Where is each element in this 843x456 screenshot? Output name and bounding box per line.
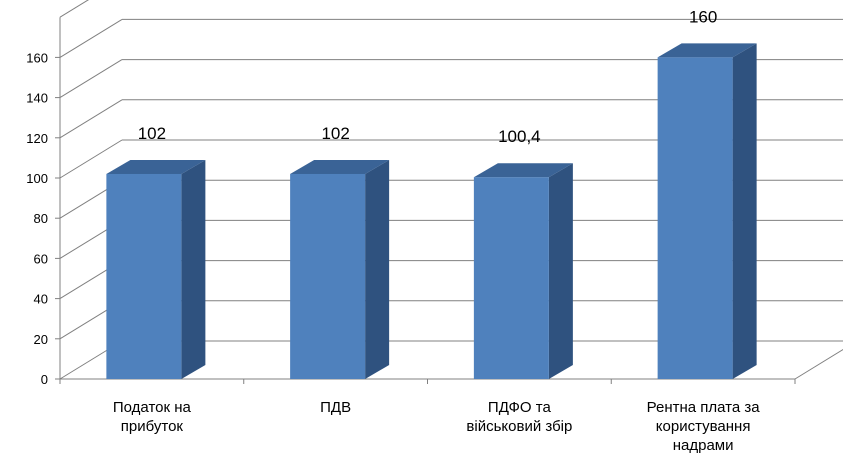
y-tick-label: 0 (41, 372, 48, 387)
x-tick-label: прибуток (121, 418, 184, 435)
data-label: 102 (138, 124, 166, 143)
bar-side (365, 159, 390, 379)
bar (473, 177, 549, 379)
x-tick-label: ПДФО та (488, 399, 552, 416)
bar-top (657, 43, 757, 58)
y-tick-label: 20 (34, 332, 48, 347)
gridline-diagonal (59, 139, 123, 179)
x-tick-label: надрами (673, 437, 734, 454)
x-tick-label: військовий збір (466, 418, 572, 435)
gridline-diagonal (59, 99, 123, 139)
floor-edge (794, 348, 843, 380)
y-tick-label: 80 (34, 211, 48, 226)
x-tick-label: Рентна плата за (647, 399, 761, 416)
bar-side (732, 43, 757, 380)
data-label: 160 (689, 7, 717, 26)
bar (657, 57, 733, 380)
data-label: 102 (321, 124, 349, 143)
x-tick-label: Податок на (113, 399, 192, 416)
y-tick-label: 120 (26, 131, 48, 146)
data-label: 100,4 (498, 127, 541, 146)
gridline-diagonal (59, 59, 123, 99)
bar-side (548, 163, 573, 379)
y-tick-label: 100 (26, 171, 48, 186)
bar (106, 173, 182, 379)
gridline-diagonal (59, 18, 123, 58)
y-tick-label: 140 (26, 91, 48, 106)
y-tick-label: 60 (34, 251, 48, 266)
y-tick-label: 40 (34, 292, 48, 307)
bar-top (106, 159, 206, 174)
bar-top (473, 163, 573, 178)
gridline-diagonal (59, 0, 90, 18)
bar-side (181, 159, 206, 379)
y-tick-label: 160 (26, 50, 48, 65)
bar-top (290, 159, 390, 174)
x-tick-label: користування (656, 418, 751, 435)
bar (290, 173, 366, 379)
x-tick-label: ПДВ (320, 399, 351, 416)
